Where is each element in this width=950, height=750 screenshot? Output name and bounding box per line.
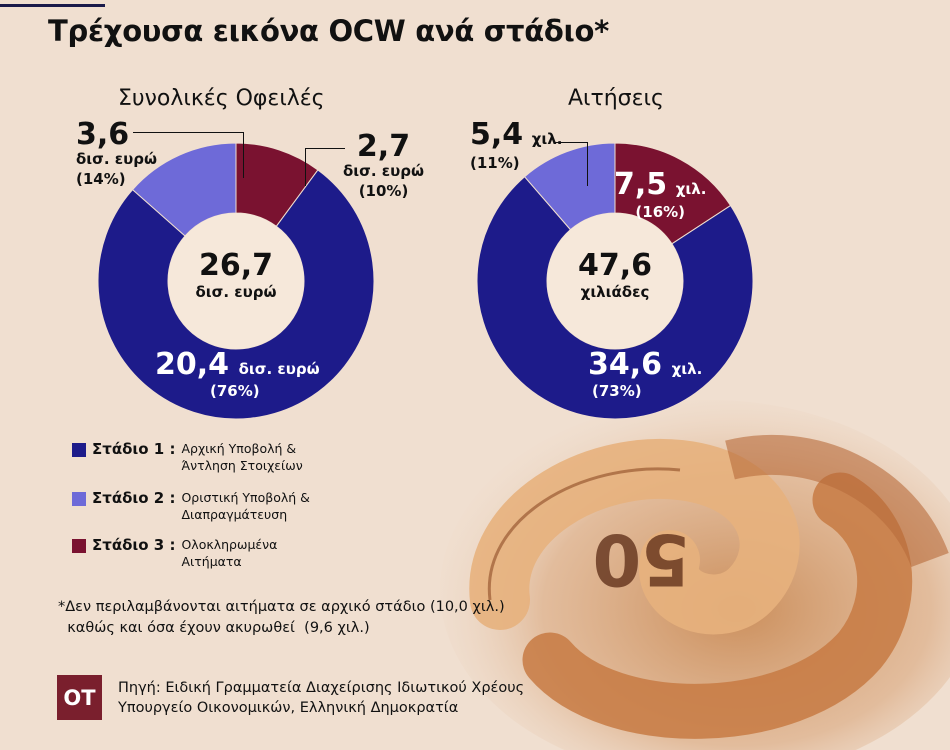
applications-stage3-label: 7,5 χιλ. (16%) xyxy=(614,168,706,221)
ot-logo: OT xyxy=(57,675,102,720)
source-line1: Πηγή: Ειδική Γραμματεία Διαχείρισης Ιδιω… xyxy=(118,680,525,696)
legend-item-stage3: Στάδιο 3 : Ολοκληρωμένα Αιτήματα xyxy=(72,536,277,571)
legend-desc-stage1: Αρχική Υποβολή & Άντληση Στοιχείων xyxy=(181,441,302,475)
debt-stage3-unit: δισ. ευρώ xyxy=(343,162,425,180)
source-note: Πηγή: Ειδική Γραμματεία Διαχείρισης Ιδιω… xyxy=(118,678,524,719)
applications-total-value: 47,6 xyxy=(577,248,653,283)
applications-stage2-leader xyxy=(555,142,587,143)
applications-stage3-value: 7,5 xyxy=(614,167,668,202)
legend-name-stage2: Στάδιο 2 : xyxy=(92,489,176,507)
debt-stage1-value: 20,4 xyxy=(155,347,230,382)
debt-stage1-pct: (76%) xyxy=(210,382,260,400)
debt-chart-title: Συνολικές Οφειλές xyxy=(118,86,325,111)
applications-donut-hole xyxy=(547,213,683,349)
applications-stage3-pct: (16%) xyxy=(635,203,686,221)
legend-swatch-stage2 xyxy=(72,492,86,506)
legend-item-stage2: Στάδιο 2 : Οριστική Υποβολή & Διαπραγμάτ… xyxy=(72,489,310,524)
debt-stage3-pct: (10%) xyxy=(358,181,409,200)
applications-total: 47,6 χιλιάδες xyxy=(555,248,675,301)
legend-item-stage1: Στάδιο 1 : Αρχική Υποβολή & Άντληση Στοι… xyxy=(72,440,303,475)
legend-name-stage1: Στάδιο 1 : xyxy=(92,440,176,458)
svg-text:50: 50 xyxy=(593,518,690,600)
debt-stage2-leader xyxy=(133,132,243,133)
debt-stage2-pct: (14%) xyxy=(76,169,126,188)
applications-chart-title: Αιτήσεις xyxy=(568,86,664,111)
chart-title: Τρέχουσα εικόνα OCW ανά στάδιο* xyxy=(48,14,609,48)
legend-desc-stage1-line1: Αρχική Υποβολή & xyxy=(181,441,297,456)
footnote: *Δεν περιλαμβάνονται αιτήματα σε αρχικό … xyxy=(58,599,505,637)
debt-stage3-value: 2,7 xyxy=(356,129,411,164)
legend-desc-stage2-line2: Διαπραγμάτευση xyxy=(181,506,288,522)
legend-desc-stage2: Οριστική Υποβολή & Διαπραγμάτευση xyxy=(181,490,309,524)
applications-stage1-value: 34,6 xyxy=(588,347,663,382)
applications-stage2-value: 5,4 xyxy=(470,117,524,152)
debt-stage2-unit: δισ. ευρώ xyxy=(76,150,158,168)
source-line2: Υπουργείο Οικονομικών, Ελληνική Δημοκρατ… xyxy=(118,700,459,717)
legend-swatch-stage1 xyxy=(72,443,86,457)
applications-stage1-pct: (73%) xyxy=(592,382,642,400)
debt-stage3-leader xyxy=(305,148,345,149)
applications-stage3-unit: χιλ. xyxy=(675,180,707,198)
applications-stage2-leader-drop xyxy=(587,142,588,186)
applications-total-unit: χιλιάδες xyxy=(580,283,650,301)
legend-desc-stage3-line1: Ολοκληρωμένα xyxy=(181,537,278,552)
debt-stage1-label: 20,4 δισ. ευρώ (76%) xyxy=(155,348,320,400)
legend-swatch-stage3 xyxy=(72,539,86,553)
debt-total-unit: δισ. ευρώ xyxy=(195,283,277,301)
legend-desc-stage2-line1: Οριστική Υποβολή & xyxy=(181,490,310,505)
debt-stage3-label: 2,7 δισ. ευρώ (10%) xyxy=(343,130,424,199)
top-accent-line xyxy=(0,4,105,7)
applications-stage1-unit: χιλ. xyxy=(671,360,703,378)
applications-stage2-pct: (11%) xyxy=(470,154,520,172)
debt-stage1-unit: δισ. ευρώ xyxy=(238,360,320,378)
euro-banknote-image: 50 xyxy=(440,400,950,750)
debt-stage2-value: 3,6 xyxy=(76,117,130,152)
applications-stage2-label: 5,4 χιλ. (11%) xyxy=(470,118,562,172)
debt-stage2-label: 3,6 δισ. ευρώ (14%) xyxy=(76,118,157,187)
applications-stage2-unit: χιλ. xyxy=(531,130,563,148)
debt-stage3-leader-drop xyxy=(305,148,306,186)
legend-desc-stage3-line2: Αιτήματα xyxy=(181,553,242,569)
applications-stage1-label: 34,6 χιλ. (73%) xyxy=(588,348,702,400)
legend-desc-stage1-line2: Άντληση Στοιχείων xyxy=(181,457,303,473)
debt-total: 26,7 δισ. ευρώ xyxy=(176,248,296,301)
debt-total-value: 26,7 xyxy=(198,248,274,283)
debt-donut-hole xyxy=(168,213,304,349)
legend-name-stage3: Στάδιο 3 : xyxy=(92,536,176,554)
debt-stage2-leader-drop xyxy=(243,132,244,178)
legend-desc-stage3: Ολοκληρωμένα Αιτήματα xyxy=(181,537,277,571)
